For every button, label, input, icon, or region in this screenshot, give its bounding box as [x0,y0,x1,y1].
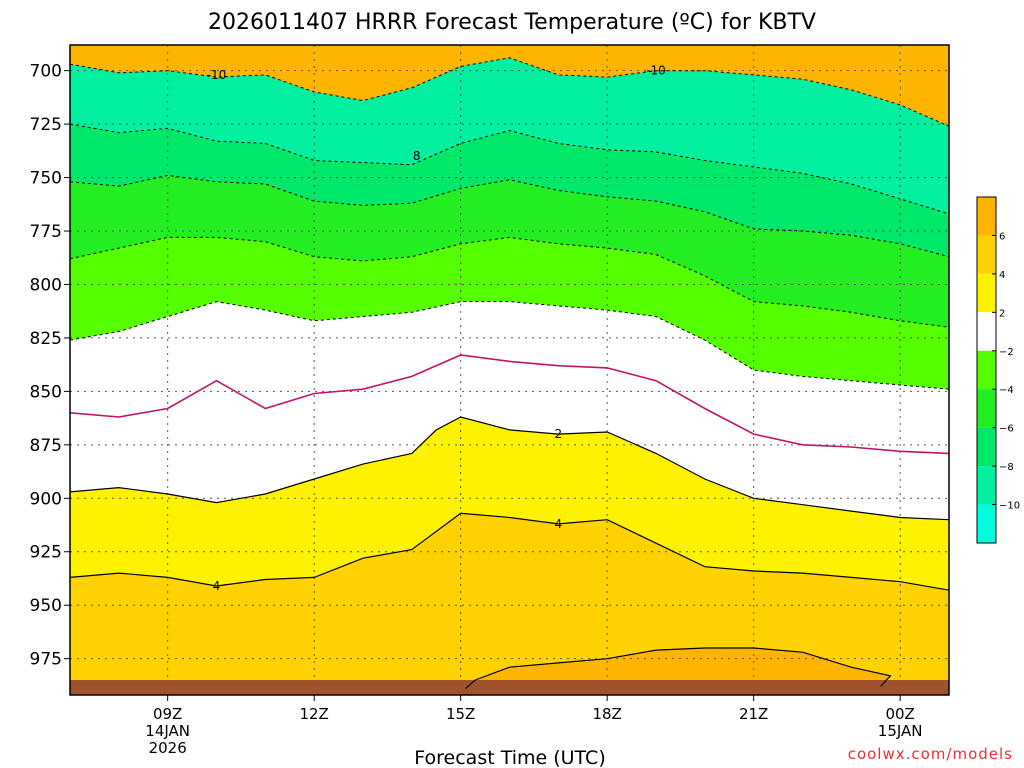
contour-line [69,174,950,258]
colorbar-swatch [977,273,996,313]
y-tick-label: 825 [30,329,62,349]
x-tick-label: 00Z [885,705,914,723]
contour-line [69,236,950,328]
x-tick-label: 15JAN [878,722,923,740]
y-tick-label: 950 [30,596,62,616]
y-tick-label: 725 [30,115,62,135]
x-axis-label: Forecast Time (UTC) [414,747,605,768]
contour-line [69,301,950,390]
colorbar-swatch [977,350,996,390]
y-tick-label: 900 [30,489,62,509]
colorbar-tick-label: −4 [999,385,1014,396]
contour-line [69,512,950,591]
contour-line [465,647,892,690]
contour-line [69,416,950,521]
ground-surface [70,680,949,695]
colorbar-tick-label: 6 [999,231,1005,242]
x-tick-label: 12Z [299,705,328,723]
contour-label: 4 [213,579,221,593]
plot-area: -10 -10 8 2 4 4 [69,44,950,696]
colorbar-tick-label: −8 [999,462,1014,473]
contour-line [69,57,950,127]
x-tick-label: 15Z [446,705,475,723]
colorbar-swatch [977,504,996,543]
contour-label: -10 [646,64,666,78]
y-tick-label: 800 [30,275,62,295]
colorbar-tick-label: −10 [999,501,1020,512]
y-tick-label: 700 [30,62,62,82]
chart-title: 2026011407 HRRR Forecast Temperature (ºC… [208,10,816,35]
x-tick-label: 09Z [153,705,182,723]
plot-border [69,44,950,696]
colorbar-swatch [977,312,996,351]
temp-band-warm-pocket [465,648,891,689]
x-tick-label: 2026 [149,739,187,757]
y-tick-label: 850 [30,382,62,402]
contour-label: 2 [555,427,563,441]
y-tick-label: 975 [30,650,62,670]
colorbar-swatch [977,427,996,467]
x-tick-label: 18Z [592,705,621,723]
colorbar-swatch [977,235,996,274]
colorbar-tick-label: 2 [999,308,1005,319]
colorbar-border [976,196,997,544]
colorbar-swatch [977,389,996,428]
contour-line [69,354,950,455]
colorbar-swatch [977,466,996,505]
y-axis: 700 725 750 775 800 825 850 875 900 925 950 975 [30,62,70,670]
contour-label: 8 [413,149,421,163]
colorbar-tick-label: 4 [999,270,1005,281]
colorbar: 6 4 2 −2 −4 −6 −8 −10 [976,196,1020,544]
colorbar-swatch [977,197,996,236]
colorbar-tick-label: −6 [999,424,1014,435]
x-tick-label: 21Z [739,705,768,723]
y-tick-label: 875 [30,436,62,456]
y-tick-label: 750 [30,169,62,189]
y-tick-label: 925 [30,543,62,563]
contour-line [69,123,950,215]
y-tick-label: 775 [30,222,62,242]
contour-label: 4 [555,517,563,531]
contour-label: -10 [207,68,227,82]
x-tick-label: 14JAN [145,722,190,740]
colorbar-tick-label: −2 [999,347,1014,358]
credit-text: coolwx.com/models [848,745,1013,763]
